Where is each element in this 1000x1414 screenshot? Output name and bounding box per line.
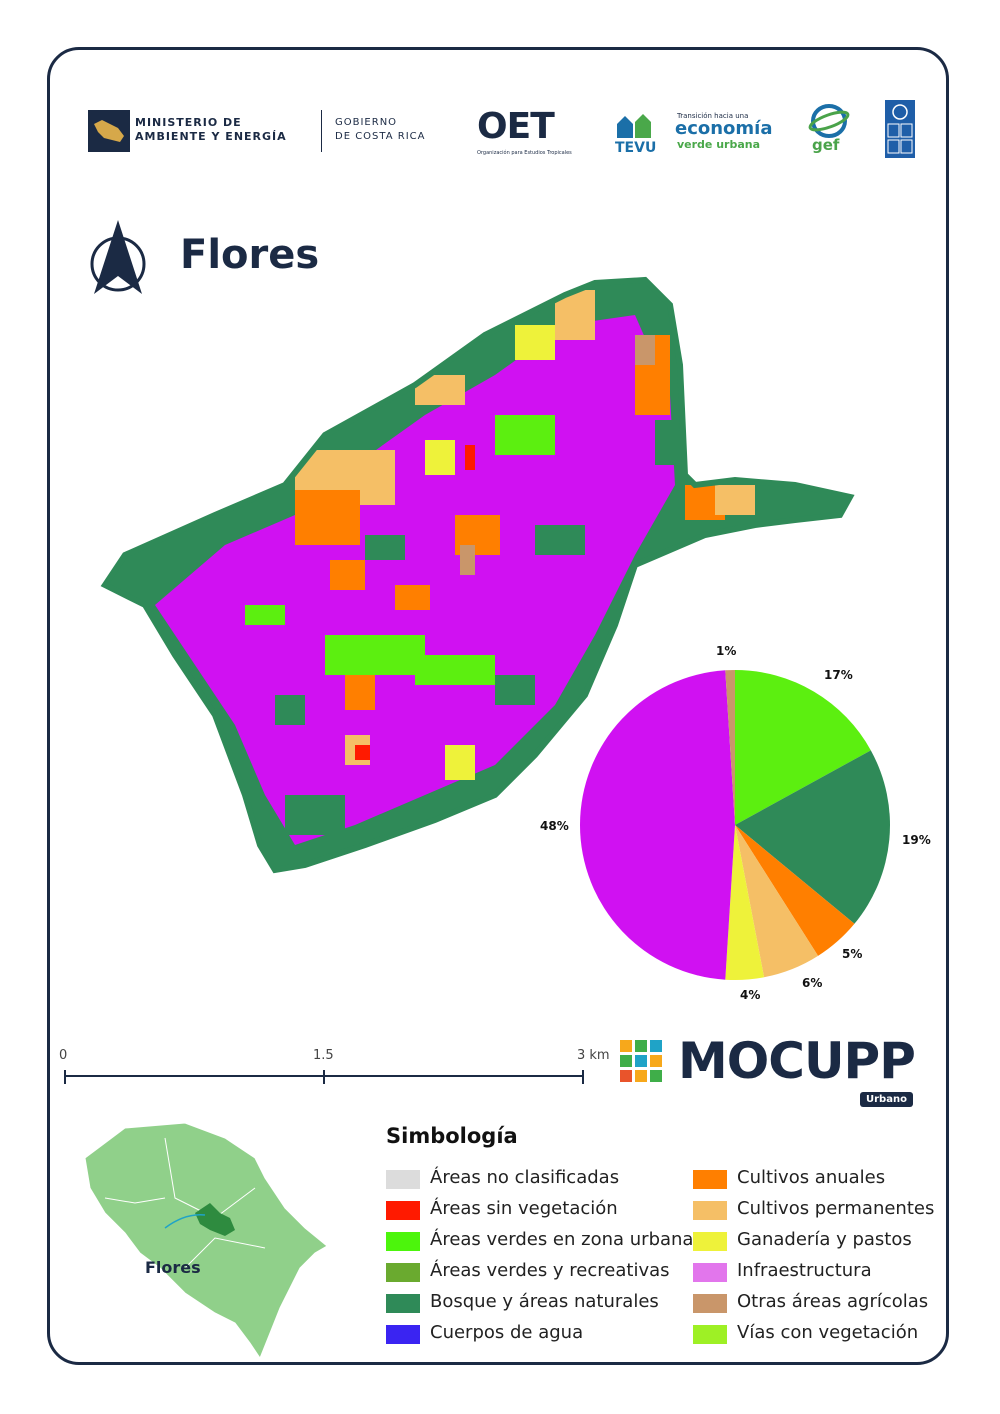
- oet-subtitle: Organización para Estudios Tropicales: [477, 150, 572, 156]
- tevu-subtitle: Transición hacia una: [677, 112, 749, 120]
- legend-label: Vías con vegetación: [737, 1322, 919, 1343]
- costa-rica-inset-map: [84, 1122, 328, 1360]
- pie-slice-6: [725, 670, 735, 825]
- scale-label-0: 0: [59, 1048, 68, 1063]
- legend-swatch: [693, 1201, 727, 1220]
- legend-swatch: [386, 1232, 420, 1251]
- legend-swatch: [693, 1294, 727, 1313]
- legend-swatch: [693, 1263, 727, 1282]
- minae-logo-text: MINISTERIO DE AMBIENTE Y ENERGÍA: [135, 116, 287, 143]
- mocupp-mosaic-icon: [620, 1040, 662, 1082]
- pie-label-1pct: 1%: [716, 644, 737, 658]
- pie-slice-2: [735, 825, 855, 956]
- gef-logo-text: gef: [812, 136, 840, 154]
- north-arrow-icon: [90, 220, 146, 294]
- legend-label: Cuerpos de agua: [430, 1322, 584, 1343]
- costa-rica-emblem-icon: [88, 110, 130, 152]
- pie-slice-5: [579, 670, 735, 980]
- tevu-main-text: economía: [675, 118, 773, 139]
- map-title: Flores: [180, 232, 320, 278]
- legend-swatch: [386, 1263, 420, 1282]
- gef-globe-icon: [808, 104, 850, 138]
- pie-chart: [579, 670, 890, 980]
- tevu-logo-name: TEVU: [615, 140, 657, 156]
- legend-label: Infraestructura: [737, 1260, 872, 1281]
- pie-label-4pct: 4%: [740, 988, 761, 1002]
- page-frame: [47, 47, 949, 1365]
- gobierno-logo-text: GOBIERNO DE COSTA RICA: [335, 117, 426, 142]
- legend-swatch: [386, 1294, 420, 1313]
- legend-label: Áreas verdes y recreativas: [430, 1260, 670, 1281]
- legend-label: Cultivos anuales: [737, 1167, 886, 1188]
- urbano-tag: Urbano: [860, 1092, 913, 1107]
- scale-label-1-5: 1.5: [313, 1048, 334, 1063]
- scale-label-3km: 3 km: [577, 1048, 610, 1063]
- legend-label: Áreas verdes en zona urbana: [430, 1229, 694, 1250]
- undp-logo-icon: [885, 100, 915, 158]
- pie-label-19pct: 19%: [902, 833, 931, 847]
- legend-swatch: [693, 1232, 727, 1251]
- land-use-map: [100, 276, 855, 874]
- pie-label-6pct: 6%: [802, 976, 823, 990]
- pie-label-48pct: 48%: [540, 819, 569, 833]
- pie-slice-4: [725, 825, 765, 980]
- legend-swatch: [386, 1170, 420, 1189]
- legend-label: Ganadería y pastos: [737, 1229, 912, 1250]
- pie-label-5pct: 5%: [842, 947, 863, 961]
- pie-slice-0: [735, 670, 871, 825]
- tevu-subtitle-2: verde urbana: [677, 138, 761, 151]
- scale-bar: [64, 1070, 584, 1084]
- pie-label-17pct: 17%: [824, 668, 853, 682]
- pie-slices: [579, 670, 890, 980]
- legend-label: Cultivos permanentes: [737, 1198, 935, 1219]
- oet-logo: OET: [477, 106, 555, 147]
- inset-location-label: Flores: [145, 1258, 201, 1277]
- legend-label: Bosque y áreas naturales: [430, 1291, 659, 1312]
- legend-swatch: [386, 1201, 420, 1220]
- logo-divider: [321, 110, 322, 152]
- mocupp-brand: MOCUPP: [678, 1032, 916, 1090]
- legend-swatch: [693, 1325, 727, 1344]
- legend-label: Áreas no clasificadas: [430, 1167, 620, 1188]
- legend-swatch: [693, 1170, 727, 1189]
- legend-label: Otras áreas agrícolas: [737, 1291, 929, 1312]
- logo-row: MINISTERIO DE AMBIENTE Y ENERGÍA GOBIERN…: [85, 100, 925, 162]
- legend-title: Simbología: [386, 1124, 518, 1148]
- legend-label: Áreas sin vegetación: [430, 1198, 618, 1219]
- pie-slice-3: [735, 825, 819, 978]
- tevu-houses-icon: [617, 114, 651, 138]
- legend-swatch: [386, 1325, 420, 1344]
- pie-slice-1: [735, 750, 890, 924]
